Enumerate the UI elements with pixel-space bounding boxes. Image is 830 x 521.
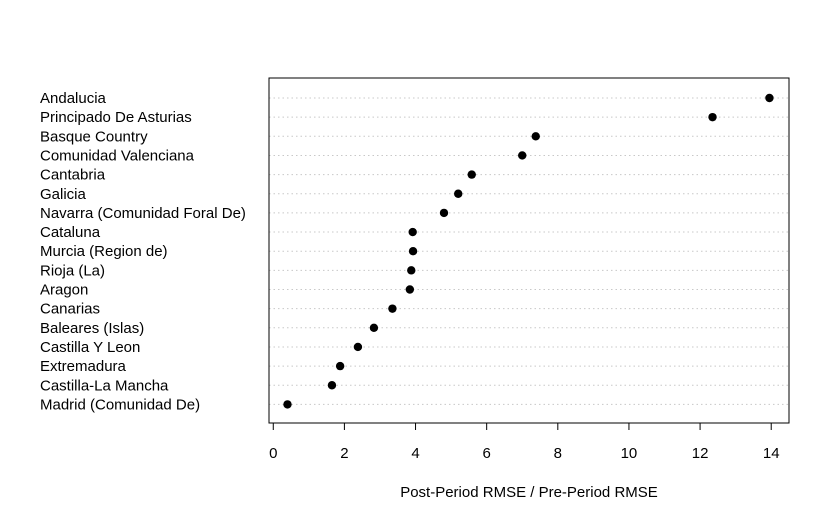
grid-lines — [269, 97, 789, 405]
data-point-andalucia — [765, 93, 774, 103]
category-label-madrid-comunidad-de: Madrid (Comunidad De) — [40, 396, 200, 413]
data-point-castilla-la-mancha — [327, 381, 337, 390]
category-label-aragon: Aragon — [40, 282, 88, 299]
x-tick-label-14: 14 — [763, 445, 780, 462]
category-label-baleares-islas: Baleares (Islas) — [40, 320, 144, 337]
plot-frame — [268, 77, 790, 424]
data-point-extremadura — [335, 361, 345, 371]
category-label-castilla-y-leon: Castilla Y Leon — [40, 339, 140, 356]
category-label-castilla-la-mancha: Castilla-La Mancha — [40, 377, 169, 394]
category-label-canarias: Canarias — [40, 301, 100, 318]
data-point-principado-de-asturias — [708, 112, 717, 122]
category-labels: Andalucia Principado De Asturias Basque Co… — [40, 90, 246, 413]
data-point-comunidad-valenciana — [518, 151, 527, 160]
category-label-andalucia: Andalucia — [40, 90, 107, 107]
category-label-cataluna: Cataluna — [40, 224, 101, 241]
data-point-cataluna — [408, 227, 417, 237]
x-tick-label-10: 10 — [621, 445, 638, 462]
data-point-aragon — [405, 285, 415, 294]
x-tick-label-6: 6 — [483, 445, 491, 462]
category-label-murcia-region-de: Murcia (Region de) — [40, 243, 168, 260]
data-points — [283, 93, 774, 409]
data-point-canarias — [388, 304, 397, 313]
x-tick-label-0: 0 — [269, 445, 277, 462]
data-point-galicia — [454, 189, 463, 198]
category-label-comunidad-valenciana: Comunidad Valenciana — [40, 147, 195, 164]
data-point-cantabria — [467, 170, 476, 179]
category-label-principado-de-asturias: Principado De Asturias — [40, 109, 192, 126]
x-tick-label-4: 4 — [411, 445, 419, 462]
data-point-madrid-comunidad-de — [283, 400, 292, 409]
x-tick-label-12: 12 — [692, 445, 709, 462]
data-point-murcia-region-de — [408, 247, 418, 256]
data-point-basque-country — [531, 132, 540, 141]
category-label-navarra-comunidad-foral-de: Navarra (Comunidad Foral De) — [40, 205, 246, 222]
x-tick-label-8: 8 — [554, 445, 562, 462]
data-point-rioja-la — [407, 266, 416, 275]
category-label-galicia: Galicia — [40, 186, 87, 203]
category-label-extremadura: Extremadura — [40, 358, 127, 375]
category-label-basque-country: Basque Country — [40, 128, 148, 145]
category-label-rioja-la: Rioja (La) — [40, 262, 105, 279]
category-label-cantabria: Cantabria — [40, 167, 106, 184]
data-point-navarra-comunidad-foral-de — [439, 208, 449, 218]
data-point-castilla-y-leon — [353, 342, 363, 352]
x-axis-title: Post-Period RMSE / Pre-Period RMSE — [400, 484, 658, 501]
x-tick-label-2: 2 — [340, 445, 348, 462]
data-point-baleares-islas — [369, 323, 379, 332]
x-axis: 0 2 4 6 8 10 12 14 — [269, 422, 780, 462]
